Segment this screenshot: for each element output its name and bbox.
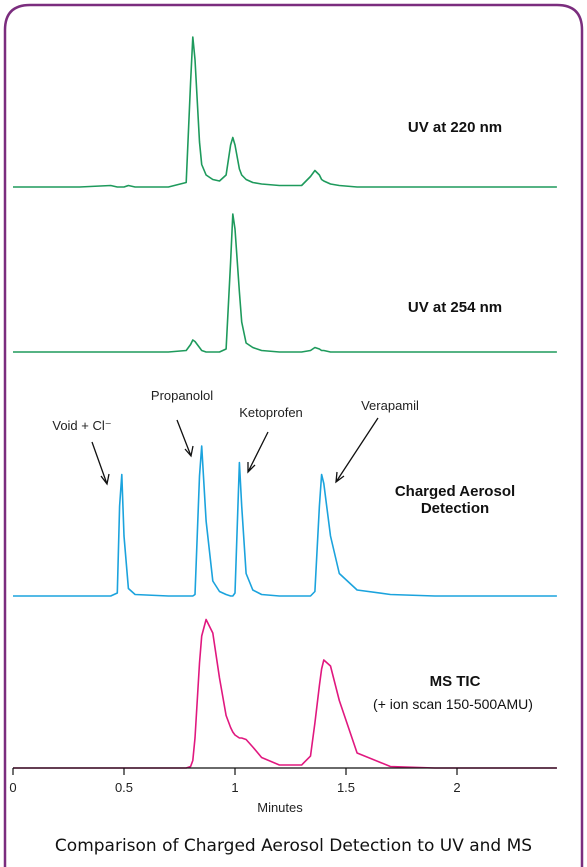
trace	[13, 618, 557, 769]
series-label: UV at 254 nm	[407, 299, 503, 316]
series-label: MS TIC	[429, 673, 481, 690]
series-label: Charged Aerosol Detection	[394, 483, 516, 517]
series-note: (+ ion scan 150-500AMU)	[373, 696, 533, 712]
x-tick-label: 0	[9, 780, 16, 795]
x-tick-label: 0.5	[115, 780, 133, 795]
annotation: Void + Cl⁻	[52, 418, 111, 433]
arrows	[91, 417, 379, 486]
x-tick-label: 2	[453, 780, 460, 795]
trace	[13, 213, 557, 353]
frame	[3, 3, 584, 867]
annotation: Verapamil	[361, 398, 419, 413]
x-tick-label: 1	[231, 780, 238, 795]
trace	[13, 36, 557, 188]
series-label: UV at 220 nm	[407, 119, 503, 136]
x-tick-label: 1.5	[337, 780, 355, 795]
trace	[13, 445, 557, 597]
x-axis-label: Minutes	[257, 800, 303, 815]
caption: Comparison of Charged Aerosol Detection …	[54, 836, 533, 856]
annotation: Ketoprofen	[239, 405, 303, 420]
annotation: Propanolol	[151, 388, 213, 403]
